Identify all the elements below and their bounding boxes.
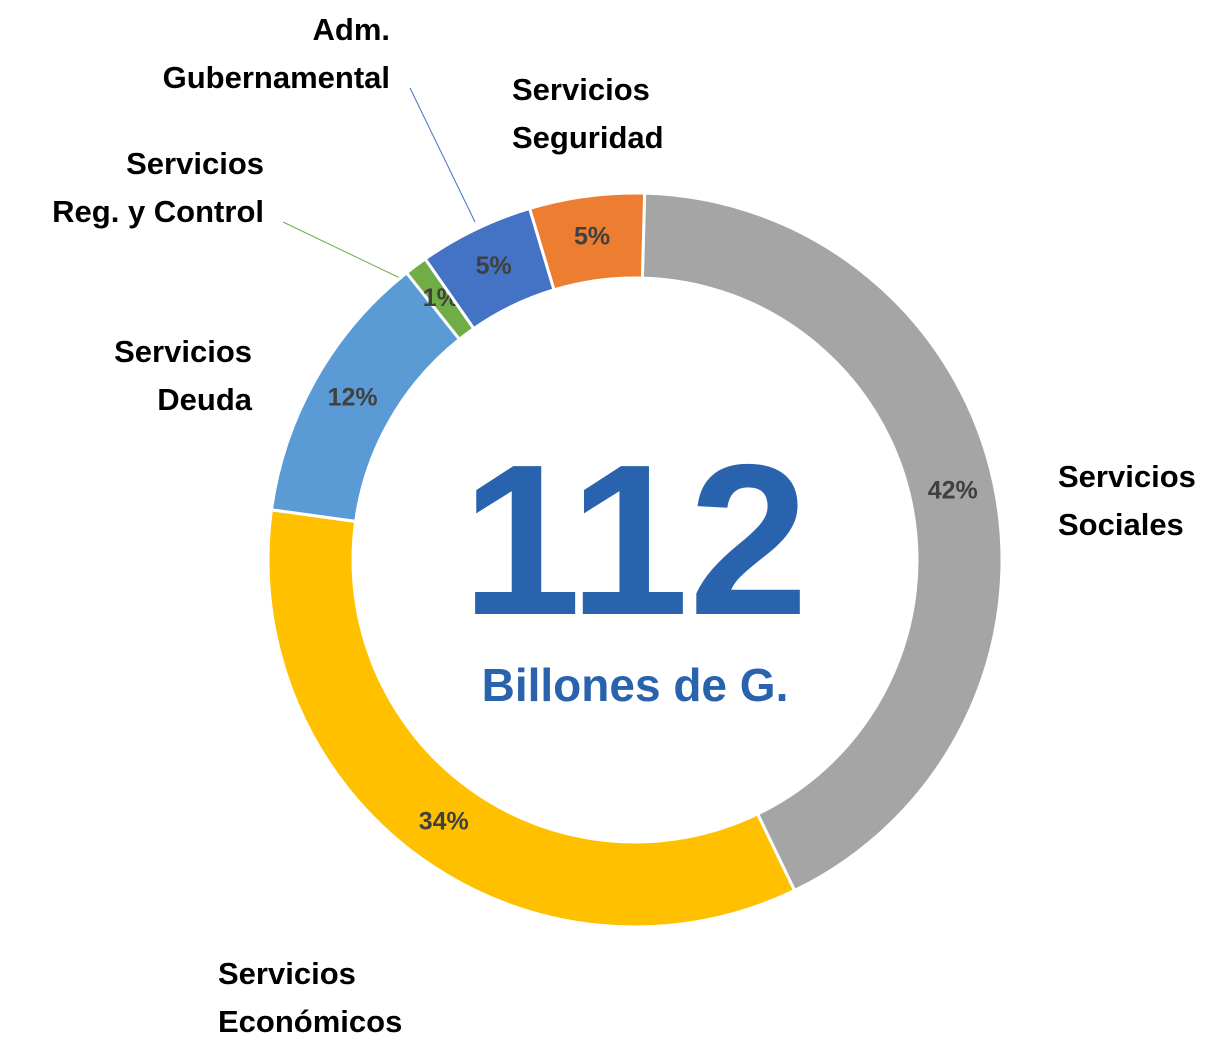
data-label: 5% — [574, 222, 610, 250]
data-label: 5% — [476, 252, 512, 280]
category-label: Servicios Deuda — [114, 334, 252, 417]
center-value: 112 — [461, 419, 809, 660]
category-label: Servicios Reg. y Control — [52, 146, 264, 229]
leader-line — [409, 87, 476, 223]
data-label: 12% — [328, 384, 378, 412]
donut-slice — [640, 191, 1004, 893]
category-label: Adm. Gubernamental — [162, 12, 390, 95]
category-label: Servicios Sociales — [1058, 459, 1196, 542]
center-label: Billones de G. — [481, 659, 789, 711]
category-label: Servicios Seguridad — [512, 72, 664, 155]
donut-slice — [527, 191, 647, 292]
data-label: 42% — [928, 476, 978, 504]
data-label: 34% — [419, 807, 469, 835]
leader-line — [282, 221, 401, 279]
category-label: Servicios Económicos — [218, 956, 403, 1039]
donut-slice — [266, 508, 797, 929]
